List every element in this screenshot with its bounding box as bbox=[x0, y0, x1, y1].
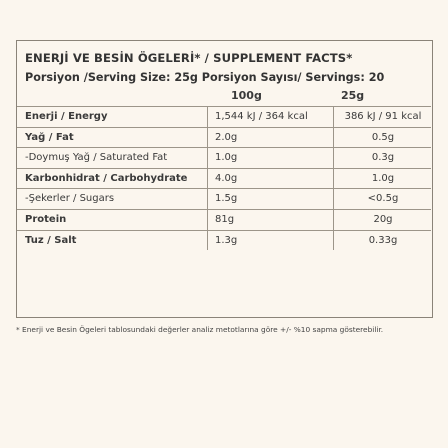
table-row: Enerji / Energy 1,544 kJ / 364 kcal 386 … bbox=[17, 106, 431, 127]
panel-title: ENERJİ VE BESİN ÖGELERİ* / SUPPLEMENT FA… bbox=[25, 51, 353, 65]
row-label: -Doymuş Yağ / Saturated Fat bbox=[25, 152, 168, 164]
row-label: Enerji / Energy bbox=[25, 111, 108, 122]
table-row: Tuz / Salt 1.3g 0.33g bbox=[17, 229, 431, 251]
row-label: Tuz / Salt bbox=[25, 234, 77, 246]
table-row: Karbonhidrat / Carbohydrate 4.0g 1.0g bbox=[17, 167, 431, 189]
table-row: -Şekerler / Sugars 1.5g <0.5g bbox=[17, 188, 431, 209]
row-value-100g: 1,544 kJ / 364 kcal bbox=[215, 111, 308, 122]
row-value-25g: 1.0g bbox=[371, 172, 395, 184]
row-label: Karbonhidrat / Carbohydrate bbox=[25, 172, 188, 184]
row-label: Yağ / Fat bbox=[25, 131, 74, 143]
nutrition-table: 100g 25g Enerji / Energy 1,544 kJ / 364 … bbox=[17, 86, 431, 251]
table-row: -Doymuş Yağ / Saturated Fat 1.0g 0.3g bbox=[17, 147, 431, 168]
row-value-100g: 81g bbox=[215, 213, 235, 225]
row-value-100g: 1.3g bbox=[215, 234, 238, 246]
table-row: Protein 81g 20g bbox=[17, 208, 431, 230]
row-value-25g: 0.33g bbox=[368, 234, 398, 246]
table-row: Yağ / Fat 2.0g 0.5g bbox=[17, 126, 431, 148]
row-label: Protein bbox=[25, 213, 67, 225]
table-header-row: 100g 25g bbox=[17, 86, 431, 106]
row-value-25g: 386 kJ / 91 kcal bbox=[344, 111, 422, 122]
footnote: * Enerji ve Besin Ögeleri tablosundaki d… bbox=[16, 325, 384, 334]
column-header-25g: 25g bbox=[341, 89, 365, 102]
row-value-25g: 20g bbox=[373, 213, 393, 225]
row-value-100g: 1.0g bbox=[215, 152, 238, 164]
row-value-25g: 0.5g bbox=[371, 131, 395, 143]
row-value-25g: 0.3g bbox=[371, 152, 395, 164]
supplement-facts-panel: ENERJİ VE BESİN ÖGELERİ* / SUPPLEMENT FA… bbox=[16, 40, 433, 318]
serving-info: Porsiyon /Serving Size: 25g Porsiyon Say… bbox=[25, 71, 385, 84]
row-value-100g: 1.5g bbox=[215, 193, 238, 205]
row-value-25g: <0.5g bbox=[367, 193, 399, 205]
row-label: -Şekerler / Sugars bbox=[25, 193, 115, 205]
row-value-100g: 2.0g bbox=[215, 131, 238, 143]
row-value-100g: 4.0g bbox=[215, 172, 238, 184]
column-header-100g: 100g bbox=[231, 89, 262, 102]
